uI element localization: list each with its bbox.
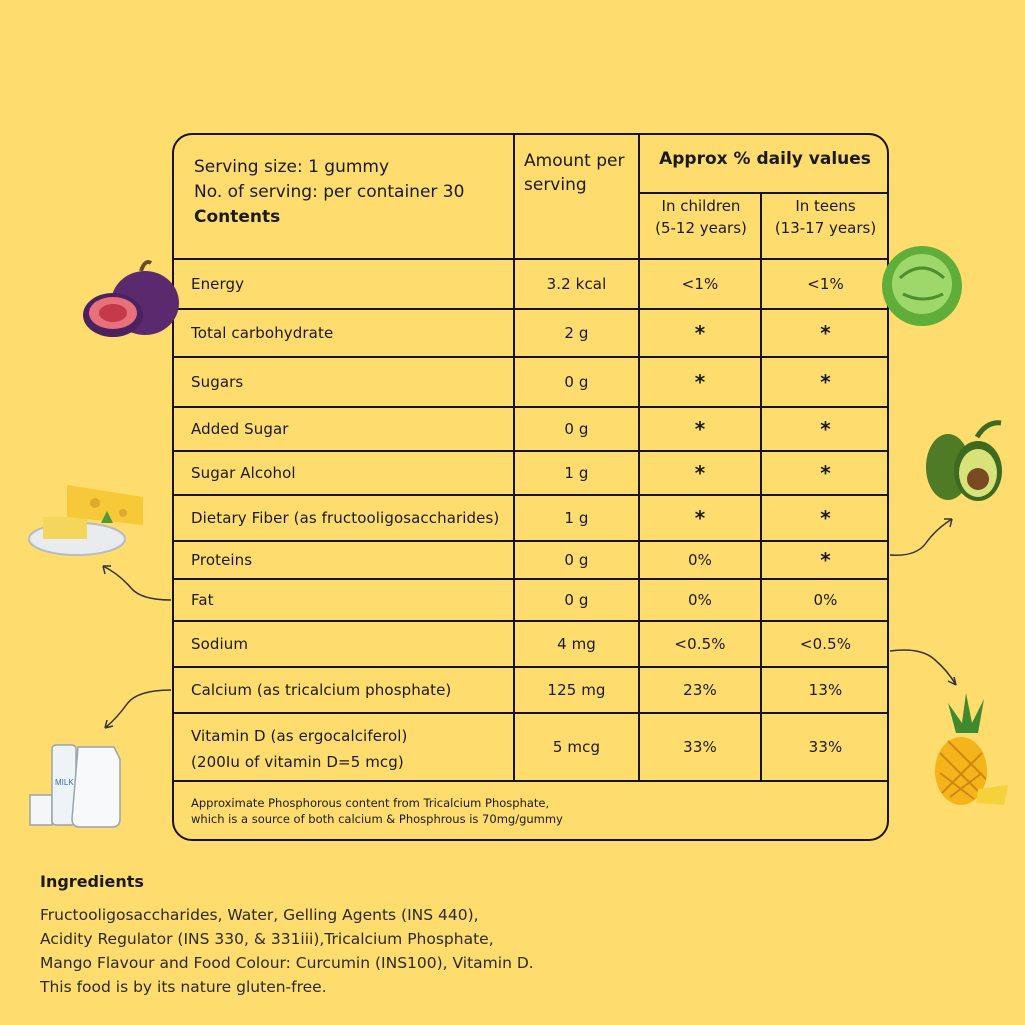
nutrient-name: Calcium (as tricalcium phosphate) xyxy=(191,681,452,699)
nutrient-name: Sodium xyxy=(191,635,249,653)
row-divider xyxy=(174,620,887,622)
nutrient-name: Energy xyxy=(191,275,245,293)
row-divider xyxy=(174,258,887,260)
cheese-butter-icon xyxy=(28,485,143,556)
nutrient-children: * xyxy=(694,506,706,530)
children-label: In children xyxy=(661,197,741,215)
nutrient-amount: 2 g xyxy=(564,324,589,342)
nutrient-name: Sugars xyxy=(191,373,244,391)
row-divider xyxy=(174,780,887,782)
nutrient-teens: * xyxy=(820,370,831,394)
ingredients-line-2: Acidity Regulator (INS 330, & 331iii),Tr… xyxy=(40,930,494,948)
subheader-line xyxy=(638,192,887,194)
nutrient-children: * xyxy=(694,321,706,345)
col-divider-2 xyxy=(638,135,640,781)
nutrient-teens: 13% xyxy=(808,681,843,699)
nutrient-name: Dietary Fiber (as fructooligosaccharides… xyxy=(191,509,500,527)
milk-label: MILK xyxy=(55,778,74,787)
avocado-icon xyxy=(926,420,1002,501)
row-divider xyxy=(174,406,887,408)
row-divider xyxy=(174,540,887,542)
nutrient-teens: * xyxy=(820,461,831,485)
teens-header: In teens (13-17 years) xyxy=(762,195,887,239)
nutrient-amount: 125 mg xyxy=(547,681,606,699)
nutrient-children: <0.5% xyxy=(674,635,726,653)
nutrient-amount: 1 g xyxy=(564,464,589,482)
amount-header: Amount per serving xyxy=(524,151,625,195)
nutrient-teens: * xyxy=(820,417,831,441)
contents-label: Contents xyxy=(194,207,281,227)
nutrient-name: Proteins xyxy=(191,551,253,569)
nutrient-amount: 0 g xyxy=(564,591,589,609)
row-divider xyxy=(174,578,887,580)
milk-icon: MILK xyxy=(29,744,121,828)
nutrient-teens: * xyxy=(820,548,831,572)
children-ages: (5-12 years) xyxy=(655,219,747,237)
nutrient-children: 33% xyxy=(683,738,717,756)
pineapple-icon xyxy=(935,693,1008,805)
nutrient-name: Fat xyxy=(191,591,214,609)
row-divider xyxy=(174,308,887,310)
nutrition-table: Serving size: 1 gummy No. of serving: pe… xyxy=(172,133,889,841)
note-line-1: Approximate Phosphorous content from Tri… xyxy=(191,796,550,810)
nutrient-amount: 5 mcg xyxy=(552,738,601,756)
nutrient-children: * xyxy=(694,461,706,485)
row-divider xyxy=(174,450,887,452)
arrow-to-cheese xyxy=(102,565,172,601)
nutrient-name: Sugar Alcohol xyxy=(191,464,296,482)
daily-values-header: Approx % daily values xyxy=(659,149,871,169)
servings-per-container: No. of serving: per container 30 xyxy=(194,182,465,202)
fig-icon xyxy=(83,260,179,337)
row-divider xyxy=(174,356,887,358)
nutrient-children: 23% xyxy=(683,681,717,699)
phosphorous-note: Approximate Phosphorous content from Tri… xyxy=(191,795,563,827)
arrow-to-milk xyxy=(104,689,172,729)
nutrient-name: Added Sugar xyxy=(191,420,289,438)
nutrient-children: <1% xyxy=(681,275,719,293)
ingredients-section: Ingredients Fructooligosaccharides, Wate… xyxy=(40,872,534,999)
col-divider-1 xyxy=(513,135,515,781)
teens-label: In teens xyxy=(795,197,856,215)
nutrient-children: 0% xyxy=(688,591,712,609)
nutrient-teens: * xyxy=(820,506,831,530)
nutrient-amount: 1 g xyxy=(564,509,589,527)
row-divider xyxy=(174,494,887,496)
nutrient-name: Vitamin D (as ergocalciferol) (200Iu of v… xyxy=(174,713,513,781)
nutrient-teens: 33% xyxy=(808,738,843,756)
serving-size: Serving size: 1 gummy xyxy=(194,157,390,177)
ingredients-line-3: Mango Flavour and Food Colour: Curcumin … xyxy=(40,954,534,972)
nutrient-amount: 4 mg xyxy=(557,635,596,653)
nutrient-children: * xyxy=(694,370,706,394)
col-divider-3 xyxy=(760,193,762,781)
arrow-to-pineapple xyxy=(889,649,957,686)
children-header: In children (5-12 years) xyxy=(640,195,762,239)
nutrient-teens: 0% xyxy=(813,591,838,609)
nutrient-amount: 0 g xyxy=(564,551,589,569)
nutrient-name-line-2: (200Iu of vitamin D=5 mcg) xyxy=(191,753,404,771)
row-divider xyxy=(174,712,887,714)
nutrient-name-line-1: Vitamin D (as ergocalciferol) xyxy=(191,727,408,745)
row-divider xyxy=(174,666,887,668)
arrow-to-avocado xyxy=(889,518,953,556)
nutrient-name: Total carbohydrate xyxy=(191,324,334,342)
nutrient-teens: <0.5% xyxy=(799,635,852,653)
nutrient-children: 0% xyxy=(688,551,712,569)
teens-ages: (13-17 years) xyxy=(774,219,877,237)
ingredients-line-4: This food is by its nature gluten-free. xyxy=(40,978,327,996)
nutrient-teens: <1% xyxy=(807,275,844,293)
note-line-2: which is a source of both calcium & Phos… xyxy=(191,812,563,826)
nutrient-amount: 0 g xyxy=(564,420,589,438)
nutrient-amount: 3.2 kcal xyxy=(546,275,607,293)
nutrient-children: * xyxy=(694,417,706,441)
serving-info: Serving size: 1 gummy No. of serving: pe… xyxy=(194,155,464,230)
ingredients-title: Ingredients xyxy=(40,872,144,891)
cabbage-icon xyxy=(882,246,962,326)
nutrient-teens: * xyxy=(820,321,831,345)
nutrient-amount: 0 g xyxy=(564,373,589,391)
ingredients-line-1: Fructooligosaccharides, Water, Gelling A… xyxy=(40,906,479,924)
